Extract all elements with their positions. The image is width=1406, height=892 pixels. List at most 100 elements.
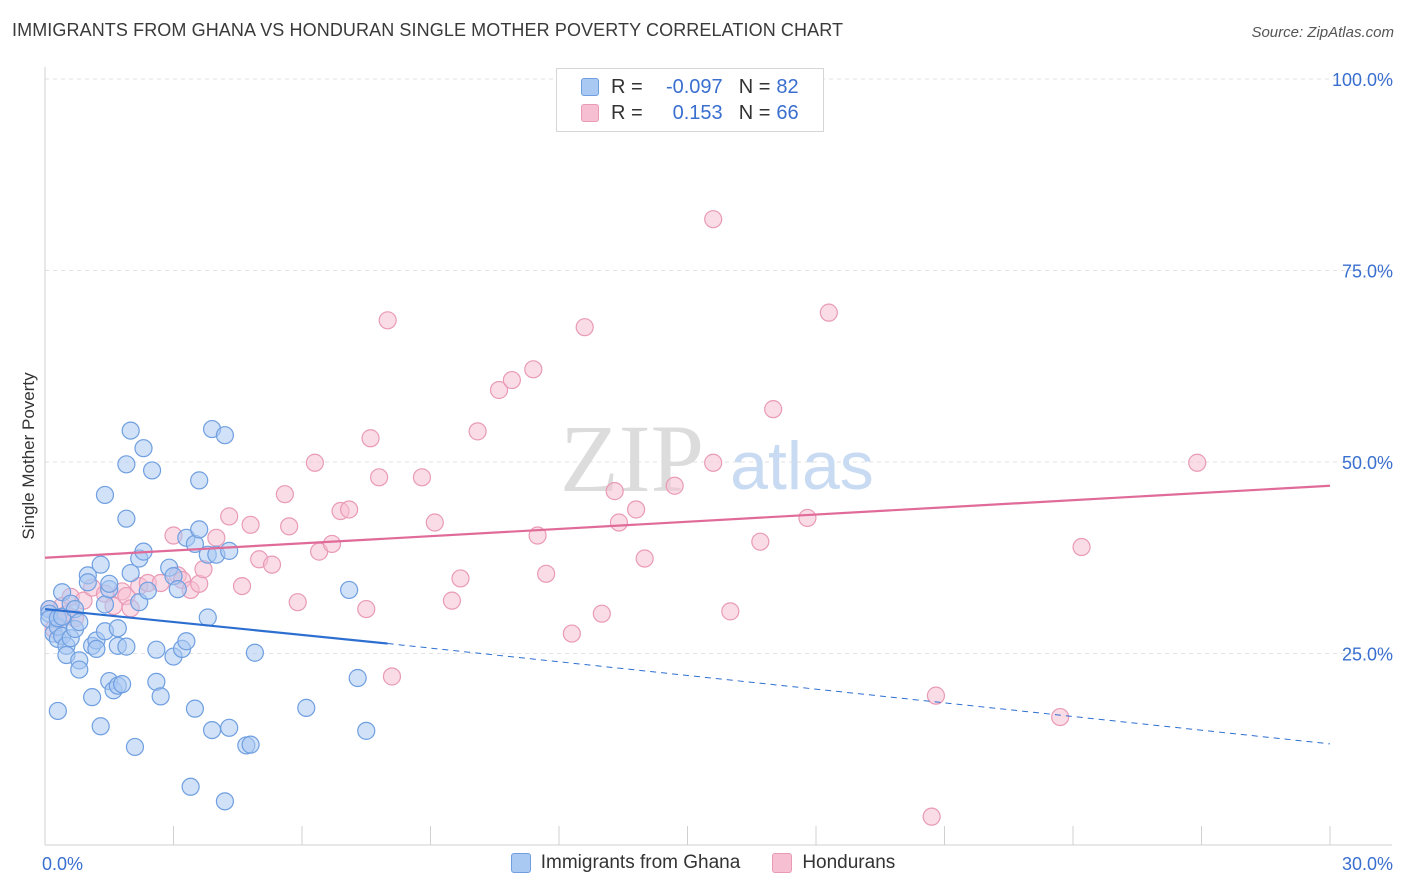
hondurans-point (626, 500, 646, 519)
hondurans-point (524, 360, 543, 379)
hondurans-point (635, 549, 654, 568)
ghana-point (121, 563, 140, 583)
hondurans-point (1072, 537, 1091, 557)
ghana-point (202, 720, 222, 740)
hondurans-point (926, 686, 946, 705)
ghana-point (181, 777, 200, 796)
ghana-legend-label: Immigrants from Ghana (540, 852, 741, 873)
hondurans-point (241, 515, 260, 534)
hondurans-point (665, 476, 684, 495)
ghana-point (134, 439, 153, 458)
hondurans-r-label: R = (611, 101, 643, 124)
ghana-point (185, 699, 205, 718)
hondurans-point (502, 370, 521, 390)
hondurans-point (537, 564, 556, 583)
hondurans-point (751, 532, 770, 551)
ghana-point (190, 520, 209, 539)
legend-item-ghana[interactable]: Immigrants from Ghana (510, 852, 741, 874)
ghana-n-label: N = (738, 75, 771, 98)
hondurans-point (489, 380, 509, 400)
hondurans-point (609, 513, 629, 532)
hondurans-point (322, 534, 342, 554)
ghana-point (108, 619, 127, 638)
legend-row-ghana: R = -0.097 N = 82 (581, 76, 799, 98)
ghana-point (220, 718, 239, 737)
hondurans-swatch (581, 104, 599, 122)
ghana-point (125, 737, 145, 757)
hondurans-point (275, 485, 294, 504)
hondurans-point (288, 593, 307, 612)
y-tick-label: 50.0% (1342, 453, 1393, 473)
ghana-point (142, 461, 162, 480)
ghana-point (340, 580, 359, 600)
x-tick-label-start: 0.0% (42, 854, 83, 874)
hondurans-point (280, 517, 299, 536)
hondurans-point (442, 591, 462, 610)
hondurans-point (361, 429, 380, 448)
hondurans-point (262, 555, 282, 574)
ghana-point (112, 675, 132, 694)
hondurans-point (340, 500, 359, 519)
ghana-point (177, 632, 196, 651)
hondurans-point (605, 482, 624, 501)
ghana-point (190, 471, 209, 490)
legend-item-hondurans[interactable]: Hondurans (772, 852, 895, 874)
ghana-point (91, 717, 110, 736)
hondurans-point (562, 624, 581, 643)
watermark-zip: ZIP (560, 405, 704, 512)
y-tick-label: 100.0% (1332, 70, 1393, 90)
hondurans-point (220, 507, 239, 526)
ghana-trendline-extension (387, 643, 1331, 745)
hondurans-point (305, 453, 324, 472)
hondurans-point (798, 508, 817, 528)
ghana-point (117, 455, 136, 474)
hondurans-point (370, 468, 389, 487)
ghana-point (357, 721, 376, 740)
ghana-point (348, 668, 367, 688)
ghana-point (245, 643, 264, 662)
ghana-point (220, 541, 239, 560)
ghana-point (48, 701, 67, 721)
hondurans-n-label: N = (738, 101, 771, 124)
ghana-point (78, 573, 97, 592)
hondurans-point (1188, 453, 1207, 472)
ghana-point (117, 509, 136, 528)
hondurans-point (592, 604, 611, 623)
hondurans-point (575, 318, 594, 337)
ghana-r-label: R = (611, 75, 643, 98)
hondurans-point (468, 422, 487, 441)
ghana-point (138, 581, 157, 600)
hondurans-trendline (44, 484, 1331, 559)
hondurans-r-value: 0.153 (672, 101, 723, 124)
ghana-point (297, 698, 316, 717)
y-tick-label: 25.0% (1342, 645, 1393, 665)
hondurans-point (721, 602, 740, 621)
ghana-point (70, 612, 89, 632)
hondurans-point (357, 599, 376, 619)
ghana-swatch (581, 78, 599, 96)
ghana-legend-swatch (510, 853, 531, 873)
ghana-point (215, 426, 234, 445)
series-legend: Immigrants from Ghana Hondurans (0, 852, 1406, 874)
y-tick-label: 75.0% (1342, 262, 1393, 282)
x-tick-label-end: 30.0% (1342, 854, 1393, 874)
ghana-point (83, 688, 102, 707)
hondurans-point (704, 453, 723, 472)
ghana-point (117, 637, 136, 656)
hondurans-point (425, 513, 444, 532)
hondurans-point (412, 468, 432, 487)
source-credit: Source: ZipAtlas.com (1251, 24, 1394, 41)
chart-title: IMMIGRANTS FROM GHANA VS HONDURAN SINGLE… (12, 20, 844, 40)
hondurans-point (232, 576, 252, 596)
ghana-point (147, 640, 166, 659)
hondurans-point (1051, 707, 1070, 727)
ghana-point (215, 792, 234, 811)
hondurans-point (764, 400, 783, 419)
ghana-point (198, 608, 217, 627)
legend-row-hondurans: R = 0.153 N = 66 (581, 102, 799, 124)
ghana-trendline (44, 607, 388, 645)
correlation-legend: R = -0.097 N = 82 R = 0.153 N = 66 (556, 68, 824, 132)
watermark-atlas: atlas (730, 428, 874, 504)
ghana-point (241, 735, 260, 754)
